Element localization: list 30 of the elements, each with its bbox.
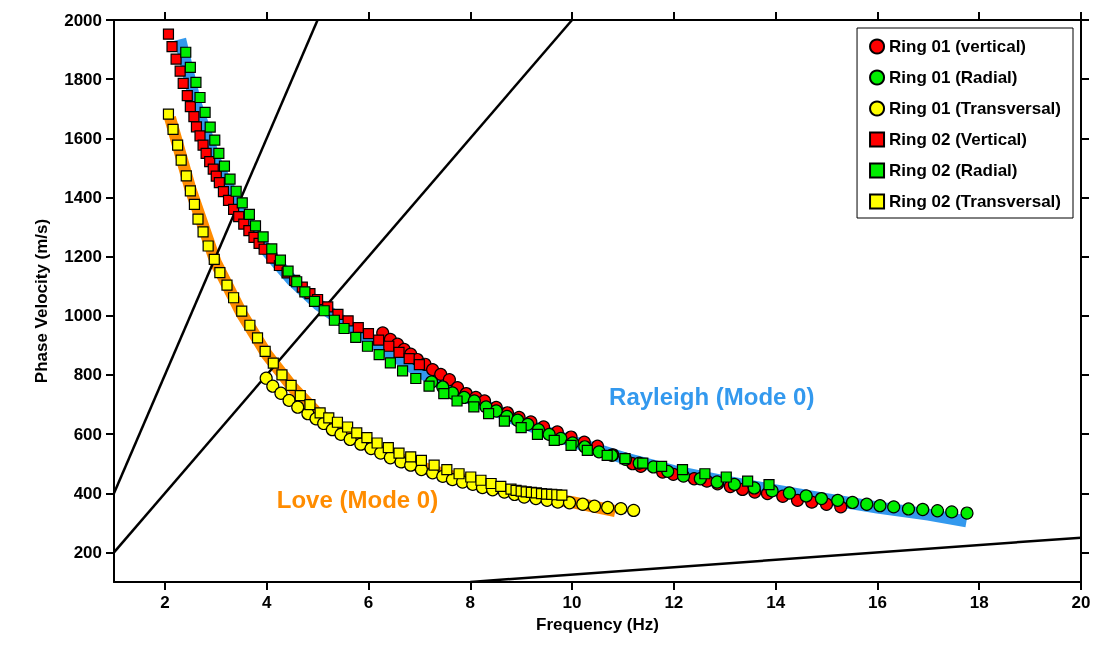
x-tick-label: 4 — [261, 593, 272, 612]
x-tick-label: 6 — [363, 593, 374, 612]
legend-label: Ring 02 (Vertical) — [889, 130, 1027, 149]
legend-label: Ring 02 (Transversal) — [889, 192, 1062, 211]
y-tick-label: 1400 — [64, 187, 102, 207]
x-tick-label: 12 — [664, 593, 684, 612]
series-label: Rayleigh (Mode 0) — [609, 382, 815, 410]
y-tick-label: 1600 — [64, 128, 102, 148]
y-tick-label: 1200 — [64, 247, 102, 267]
y-tick-label: 600 — [73, 424, 102, 444]
x-axis-title: Frequency (Hz) — [536, 615, 659, 634]
x-tick-label: 18 — [969, 593, 989, 612]
y-tick-label: 1000 — [64, 306, 102, 326]
y-tick-label: 2000 — [64, 10, 102, 30]
x-tick-label: 2 — [160, 593, 170, 612]
x-tick-label: 8 — [465, 593, 475, 612]
series-label: Love (Mode 0) — [276, 486, 439, 514]
x-tick-label: 16 — [867, 593, 887, 612]
x-tick-label: 20 — [1071, 593, 1091, 612]
x-tick-label: 10 — [562, 593, 582, 612]
y-axis-title: Phase Velocity (m/s) — [32, 218, 51, 384]
y-tick-label: 400 — [73, 483, 102, 503]
y-tick-label: 800 — [73, 365, 102, 385]
legend-label: Ring 01 (Radial) — [889, 68, 1018, 87]
y-tick-label: 200 — [73, 542, 102, 562]
legend-label: Ring 01 (Transversal) — [889, 99, 1062, 118]
legend-label: Ring 01 (vertical) — [889, 37, 1027, 56]
legend-label: Ring 02 (Radial) — [889, 161, 1018, 180]
y-tick-label: 1800 — [64, 69, 102, 89]
x-tick-label: 14 — [766, 593, 786, 612]
